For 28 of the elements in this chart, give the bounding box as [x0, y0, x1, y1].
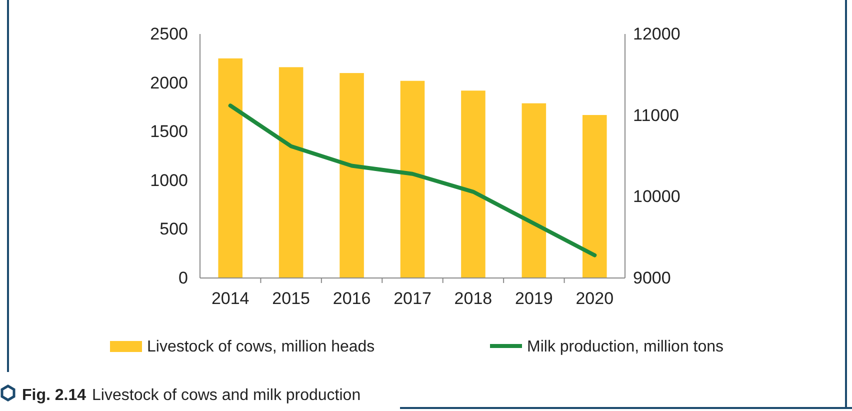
bar — [218, 58, 242, 278]
x-tick-label: 2014 — [211, 289, 250, 308]
y2-tick-label: 12000 — [633, 24, 680, 44]
legend-label: Milk production, million tons — [527, 338, 724, 356]
x-tick-label: 2018 — [454, 289, 492, 308]
bar — [461, 90, 486, 278]
y-tick-label: 1500 — [150, 122, 188, 142]
bar — [582, 115, 607, 278]
bar — [340, 73, 364, 278]
y-tick-label: 0 — [178, 268, 188, 288]
y-tick-label: 1000 — [150, 170, 188, 190]
x-tick-label: 2019 — [515, 289, 553, 308]
bar — [400, 80, 425, 278]
y2-tick-label: 11000 — [633, 106, 680, 125]
bar — [522, 103, 546, 278]
y-tick-label: 2500 — [150, 24, 188, 44]
x-tick-label: 2017 — [394, 289, 432, 308]
y-tick-label: 500 — [160, 220, 188, 239]
line-series — [228, 104, 597, 258]
text: Fig. 2.14 Livestock of cows and milk production — [22, 387, 361, 404]
y2-tick-label: 9000 — [633, 268, 671, 288]
x-tick-label: 2015 — [272, 289, 310, 308]
y2-tick-label: 10000 — [633, 187, 680, 206]
legend-label: Livestock of cows, million heads — [147, 338, 375, 356]
x-tick-label: 2020 — [576, 289, 614, 308]
bar — [278, 67, 304, 278]
x-tick-label: 2016 — [332, 289, 371, 308]
y-tick-label: 2000 — [150, 73, 188, 92]
